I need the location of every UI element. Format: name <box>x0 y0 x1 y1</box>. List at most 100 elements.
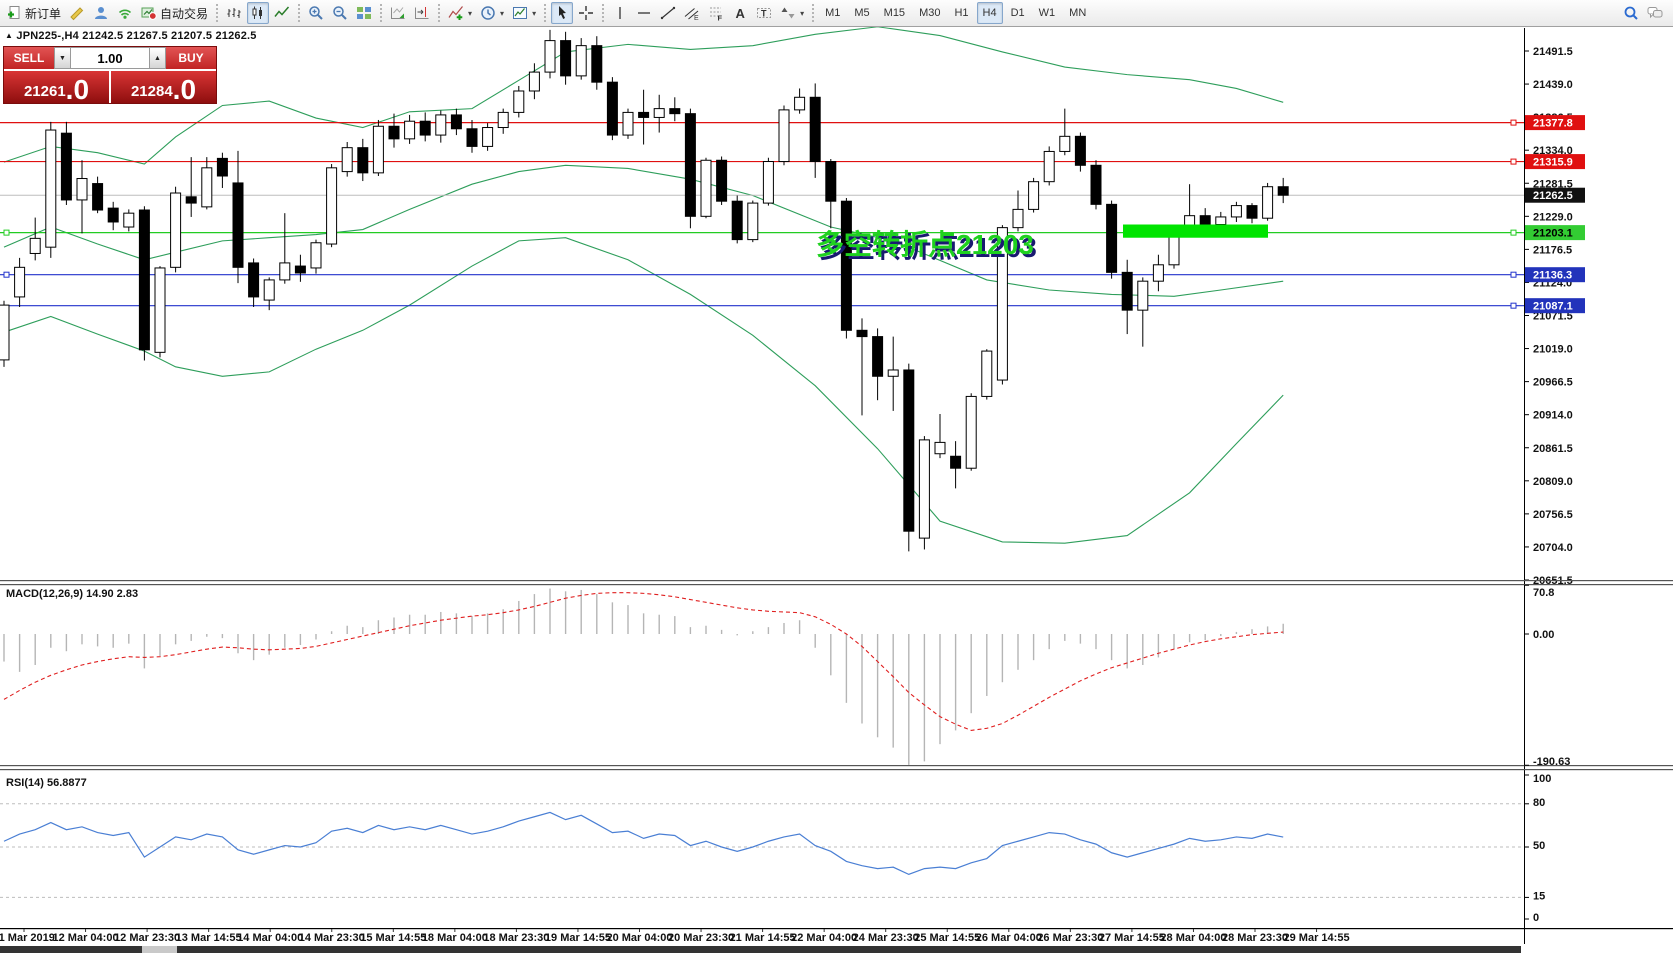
candle-body <box>76 178 88 201</box>
horizontal-scrollbar-thumb[interactable] <box>142 946 177 953</box>
time-tick-label: 20 Mar 04:00 <box>606 932 672 944</box>
cursor-button[interactable] <box>551 2 574 24</box>
text-button[interactable]: A <box>729 2 751 24</box>
trendline-button[interactable] <box>657 2 679 24</box>
chat-button[interactable] <box>1644 2 1666 24</box>
timeframe-button-m15[interactable]: M15 <box>878 2 911 24</box>
vline-button[interactable] <box>609 2 631 24</box>
horizontal-scrollbar-track[interactable] <box>0 946 1521 953</box>
macd-panel: MACD(12,26,9) 14.90 2.83 70.8 0.00 -190.63 <box>3 584 1570 768</box>
candle-body <box>1028 181 1040 210</box>
periods-button[interactable]: ▾ <box>477 2 507 24</box>
candle-body <box>700 159 712 217</box>
chart-shift-button[interactable] <box>411 2 433 24</box>
rsi-panel: RSI(14) 56.8877 100 80 50 15 0 <box>0 773 1551 924</box>
candle-body <box>341 147 353 173</box>
hline-handle[interactable] <box>1510 229 1517 236</box>
hline-handle[interactable] <box>3 229 10 236</box>
panel-separator[interactable] <box>0 584 1673 586</box>
candle-body <box>14 266 26 298</box>
symbol-header: ▲ JPN225-,H4 21242.5 21267.5 21207.5 212… <box>5 30 257 42</box>
time-axis-border <box>0 928 1673 930</box>
candle-body <box>1012 208 1024 229</box>
chart-line-button[interactable] <box>271 2 293 24</box>
dropdown-caret-icon: ▾ <box>500 8 505 18</box>
volume-up-button[interactable]: ▲ <box>149 47 166 69</box>
zoom-in-button[interactable] <box>305 2 327 24</box>
price-tick-label: 21491.5 <box>1533 46 1573 58</box>
indicators-button[interactable]: ▾ <box>445 2 475 24</box>
price-tag <box>1525 187 1585 203</box>
timeframe-button-m1[interactable]: M1 <box>819 2 846 24</box>
candle-body <box>357 147 369 174</box>
price-tick-label: 20809.0 <box>1533 476 1573 488</box>
buy-price-display[interactable]: 21284.0 <box>111 71 216 104</box>
price-tick-label: 21229.0 <box>1533 211 1573 223</box>
annotation-text[interactable]: 多空转折点21203 <box>816 228 1034 260</box>
zoom-out-button[interactable] <box>329 2 351 24</box>
volume-input[interactable] <box>71 47 149 69</box>
autotrade-button[interactable]: 自动交易 <box>138 2 211 24</box>
text-label-icon: T <box>757 8 772 19</box>
text-icon: A <box>736 6 746 21</box>
hline-handle[interactable] <box>1510 302 1517 309</box>
timeframe-button-m30[interactable]: M30 <box>913 2 946 24</box>
candle-body <box>138 209 150 351</box>
metaeditor-button[interactable] <box>66 2 88 24</box>
tile-windows-button[interactable] <box>353 2 375 24</box>
timeframe-button-h1[interactable]: H1 <box>948 2 974 24</box>
hline-handle[interactable] <box>1510 158 1517 165</box>
panel-separator[interactable] <box>0 769 1673 771</box>
timeframe-button-mn[interactable]: MN <box>1063 2 1092 24</box>
time-tick-label: 18 Mar 23:30 <box>483 932 549 944</box>
hline-handle[interactable] <box>1510 119 1517 126</box>
sell-price-main: 21261 <box>23 83 66 100</box>
candle-body <box>92 183 104 211</box>
timeframe-button-m5[interactable]: M5 <box>848 2 875 24</box>
fibonacci-button[interactable]: F <box>705 2 727 24</box>
collapse-icon[interactable]: ▲ <box>5 31 14 40</box>
candle-body <box>934 441 946 455</box>
time-tick-label: 12 Mar 04:00 <box>53 932 119 944</box>
signal-button[interactable] <box>114 2 136 24</box>
arrows-button[interactable]: ▾ <box>777 2 807 24</box>
candle-body <box>419 120 431 136</box>
sell-price-frac: .0 <box>65 74 90 106</box>
channel-button[interactable]: E <box>681 2 703 24</box>
hline-handle[interactable] <box>3 271 10 278</box>
profile-button[interactable] <box>90 2 112 24</box>
candle-body <box>996 227 1008 381</box>
candle-body <box>950 455 962 469</box>
timeframe-button-w1[interactable]: W1 <box>1033 2 1062 24</box>
sell-button[interactable]: SELL <box>4 47 54 69</box>
chart-bar-button[interactable] <box>223 2 245 24</box>
hline-button[interactable] <box>633 2 655 24</box>
toolbar-separator <box>544 4 547 22</box>
timeframe-button-d1[interactable]: D1 <box>1005 2 1031 24</box>
search-button[interactable] <box>1620 2 1642 24</box>
time-tick-label: 26 Mar 04:00 <box>976 932 1042 944</box>
autotrade-label: 自动交易 <box>160 6 209 21</box>
panel-separator[interactable] <box>0 765 1673 767</box>
hline-handle[interactable] <box>1510 271 1517 278</box>
bollinger-lower-line <box>3 237 1284 544</box>
candle-body <box>201 167 213 208</box>
candle-body <box>1106 203 1118 273</box>
highlight-box[interactable] <box>1123 224 1268 238</box>
candle-body <box>856 329 868 338</box>
buy-button[interactable]: BUY <box>166 47 216 69</box>
templates-button[interactable]: ▾ <box>509 2 539 24</box>
chart-candle-button[interactable] <box>247 2 270 24</box>
auto-scroll-button[interactable] <box>387 2 409 24</box>
new-order-button[interactable]: 新订单 <box>3 2 64 24</box>
sell-price-display[interactable]: 21261.0 <box>4 71 109 106</box>
candle-body <box>1090 164 1102 205</box>
macd-axis-label: 70.8 <box>1533 587 1554 599</box>
crosshair-button[interactable] <box>575 2 597 24</box>
timeframe-button-h4[interactable]: H4 <box>976 2 1003 24</box>
text-label-button[interactable]: T <box>753 2 775 24</box>
panel-separator[interactable] <box>0 580 1673 582</box>
chart-shift-icon <box>415 7 429 19</box>
volume-down-button[interactable]: ▼ <box>54 47 71 69</box>
